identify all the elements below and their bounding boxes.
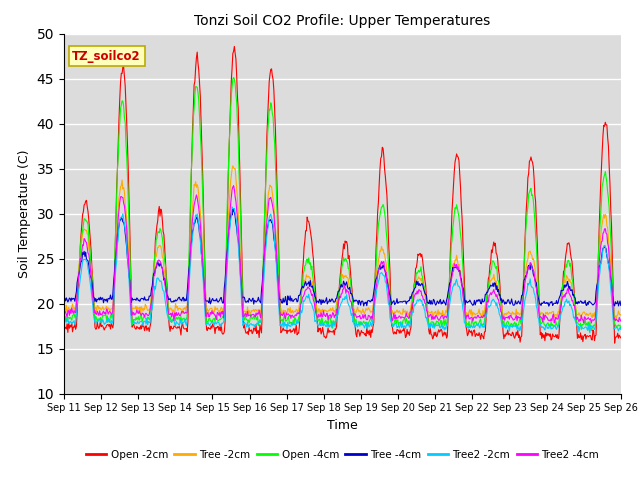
Legend: Open -2cm, Tree -2cm, Open -4cm, Tree -4cm, Tree2 -2cm, Tree2 -4cm: Open -2cm, Tree -2cm, Open -4cm, Tree -4… <box>81 445 604 464</box>
Title: Tonzi Soil CO2 Profile: Upper Temperatures: Tonzi Soil CO2 Profile: Upper Temperatur… <box>195 14 490 28</box>
Text: TZ_soilco2: TZ_soilco2 <box>72 50 141 63</box>
X-axis label: Time: Time <box>327 419 358 432</box>
Y-axis label: Soil Temperature (C): Soil Temperature (C) <box>18 149 31 278</box>
